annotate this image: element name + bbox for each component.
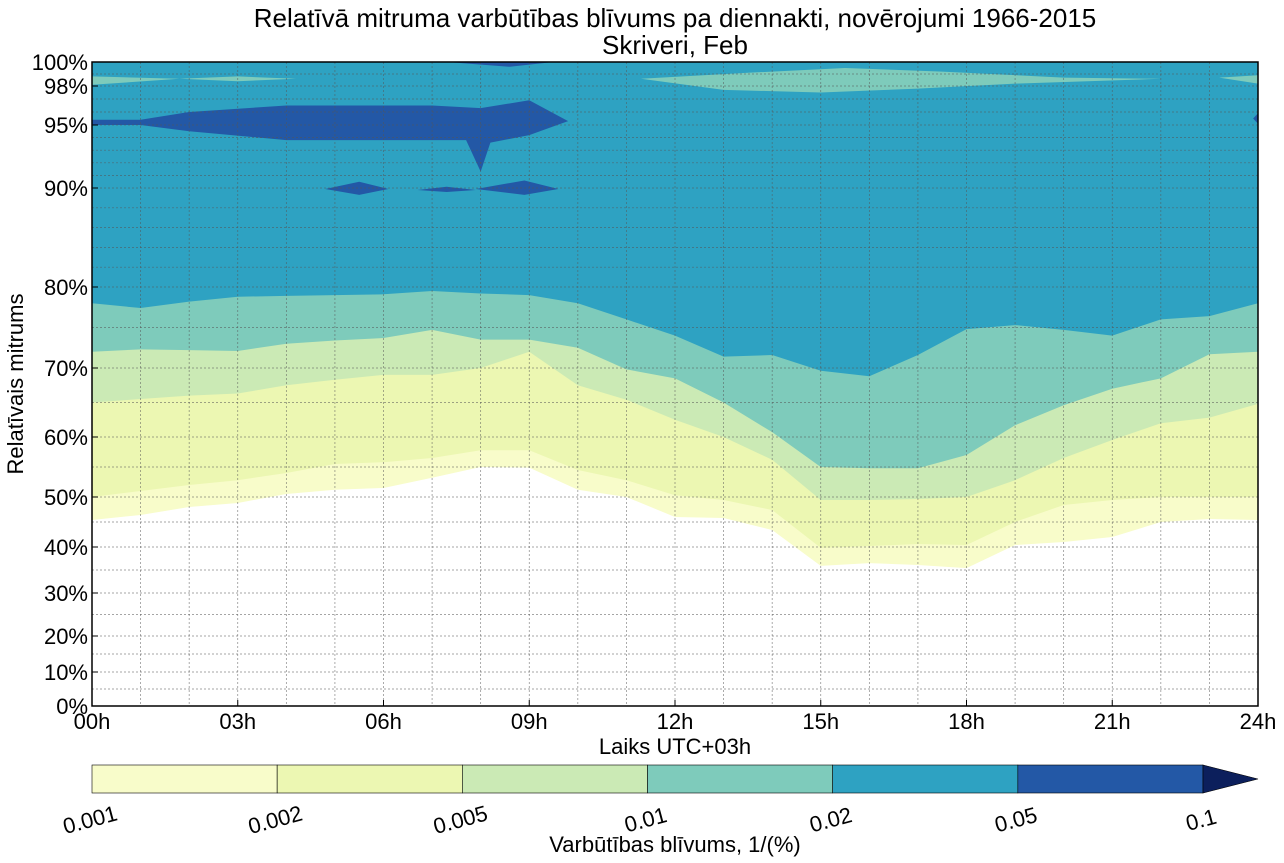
colorbar-tick-label: 0.001 xyxy=(60,801,120,839)
y-tick-label: 20% xyxy=(44,624,88,649)
colorbar-tick-label: 0.02 xyxy=(807,802,855,837)
colorbar-segment xyxy=(647,764,833,794)
y-tick-label: 50% xyxy=(44,485,88,510)
contour-patch-0.01 xyxy=(1219,75,1258,84)
y-tick-label: 30% xyxy=(44,581,88,606)
contour-patch-0.05 xyxy=(1253,113,1258,124)
chart-subtitle: Skriveri, Feb xyxy=(602,30,748,60)
x-tick-label: 06h xyxy=(365,709,402,734)
x-axis-label: Laiks UTC+03h xyxy=(599,734,751,759)
chart-title: Relatīvā mitruma varbūtības blīvums pa d… xyxy=(254,3,1097,33)
colorbar-segment xyxy=(276,764,463,794)
colorbar-tick-label: 0.005 xyxy=(431,801,491,839)
x-tick-label: 09h xyxy=(511,709,548,734)
y-tick-label: 0% xyxy=(56,694,88,719)
contour-patch-0.01 xyxy=(92,76,180,85)
x-axis: 00h 03h 06h 09h 12h 15h 18h 21h 24h xyxy=(74,700,1277,734)
y-axis: 0% 10% 20% 30% 40% 50% 60% 70% 80% 90% 95% 98%100% xyxy=(32,50,98,719)
x-tick-label: 18h xyxy=(948,709,985,734)
colorbar-label: Varbūtības blīvums, 1/(%) xyxy=(549,832,800,857)
x-tick-label: 24h xyxy=(1240,709,1277,734)
colorbar-segment xyxy=(1017,764,1204,794)
y-tick-label: 90% xyxy=(44,176,88,201)
colorbar-segment xyxy=(832,764,1019,794)
y-tick-label: 70% xyxy=(44,356,88,381)
y-axis-label: Relatīvais mitrums xyxy=(3,294,28,475)
contour-patch-0.05 xyxy=(92,100,569,172)
colorbar-segment xyxy=(91,764,278,794)
contour-patch-0.05 xyxy=(446,62,554,67)
x-tick-label: 03h xyxy=(219,709,256,734)
y-tick-label: 60% xyxy=(44,425,88,450)
y-tick-label: 100% xyxy=(32,50,88,75)
colorbar-extend-arrow xyxy=(1202,764,1259,794)
colorbar-tick-label: 0.1 xyxy=(1183,804,1219,836)
x-tick-label: 15h xyxy=(802,709,839,734)
colorbar-tick-label: 0.002 xyxy=(245,801,305,839)
colorbar-segment xyxy=(462,764,648,794)
y-tick-label: 98% xyxy=(44,74,88,99)
x-tick-label: 00h xyxy=(74,709,111,734)
colorbar: 0.001 0.002 0.005 0.01 0.02 0.05 0.1 xyxy=(60,764,1259,839)
contour-patch-0.01 xyxy=(640,68,1161,93)
colorbar-tick-label: 0.05 xyxy=(992,802,1040,837)
x-tick-label: 12h xyxy=(657,709,694,734)
x-tick-label: 21h xyxy=(1094,709,1131,734)
y-tick-label: 95% xyxy=(44,113,88,138)
y-tick-label: 10% xyxy=(44,660,88,685)
y-tick-label: 80% xyxy=(44,275,88,300)
y-tick-label: 40% xyxy=(44,535,88,560)
